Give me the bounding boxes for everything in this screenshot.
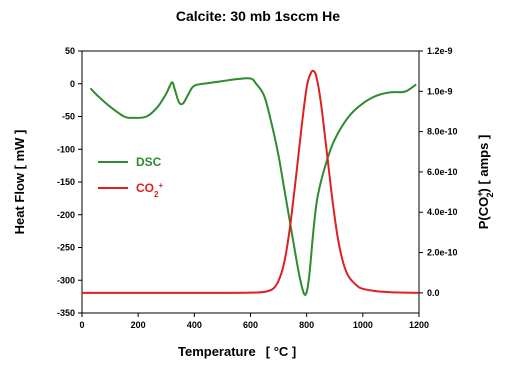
x-tick-label: 800 bbox=[299, 320, 314, 330]
y2-title-base: P(CO bbox=[476, 197, 491, 230]
y-tick-label: -250 bbox=[57, 243, 75, 253]
y2-title-end: ) [ amps ] bbox=[476, 135, 491, 193]
x-tick-label: 600 bbox=[243, 320, 258, 330]
y2-title-sub: 2 bbox=[485, 193, 495, 198]
plot-area bbox=[81, 50, 420, 314]
x-axis: 0 200 400 600 800 1000 1200 bbox=[79, 313, 429, 330]
chart-title: Calcite: 30 mb 1sccm He bbox=[176, 8, 340, 24]
y-tick-label: -300 bbox=[57, 275, 75, 285]
y2-tick-label: 2.0e-10 bbox=[427, 248, 458, 258]
legend-co2-sub: 2 bbox=[154, 190, 159, 199]
y-axis-left: 50 0 -50 -100 -150 -200 -250 -300 -350 bbox=[57, 46, 82, 318]
series-line-co2 bbox=[82, 69, 420, 294]
x-title-unit: [ °C ] bbox=[266, 344, 296, 359]
x-axis-title: Temperature [ °C ] bbox=[178, 344, 296, 359]
y2-axis-title: P(CO+2) [ amps ] bbox=[475, 135, 495, 230]
y-tick-label: -200 bbox=[57, 210, 75, 220]
x-tick-label: 200 bbox=[131, 320, 146, 330]
x-tick-label: 1200 bbox=[409, 320, 429, 330]
legend-co2-base: CO bbox=[136, 181, 154, 195]
legend: DSC CO2+ bbox=[98, 155, 163, 199]
y2-tick-label: 8.0e-10 bbox=[427, 127, 458, 137]
y2-tick-label: 4.0e-10 bbox=[427, 207, 458, 217]
y-axis-right: 0.0 2.0e-10 4.0e-10 6.0e-10 8.0e-10 1.0e-9 1.2… bbox=[419, 46, 458, 298]
legend-label-co2: CO2+ bbox=[136, 181, 163, 199]
x-tick-label: 400 bbox=[187, 320, 202, 330]
legend-co2-sup: + bbox=[158, 181, 163, 190]
series-line-dsc bbox=[89, 77, 417, 296]
y2-tick-label: 6.0e-10 bbox=[427, 167, 458, 177]
x-tick-label: 0 bbox=[79, 320, 84, 330]
y2-title-sup: + bbox=[475, 192, 485, 197]
y2-tick-label: 0.0 bbox=[427, 288, 440, 298]
series-layer bbox=[82, 69, 420, 296]
y2-tick-label: 1.0e-9 bbox=[427, 86, 453, 96]
y-tick-label: 50 bbox=[65, 46, 75, 56]
x-tick-label: 1000 bbox=[353, 320, 373, 330]
y-tick-label: -350 bbox=[57, 308, 75, 318]
plot-frame bbox=[81, 50, 420, 314]
y-tick-label: -50 bbox=[62, 112, 75, 122]
x-title-base: Temperature bbox=[178, 344, 256, 359]
y-tick-label: 0 bbox=[70, 79, 75, 89]
y-tick-label: -100 bbox=[57, 144, 75, 154]
y-axis-title: Heat Flow [ mW ] bbox=[12, 130, 27, 235]
y2-tick-label: 1.2e-9 bbox=[427, 46, 453, 56]
legend-label-dsc: DSC bbox=[136, 155, 162, 169]
y-tick-label: -150 bbox=[57, 177, 75, 187]
